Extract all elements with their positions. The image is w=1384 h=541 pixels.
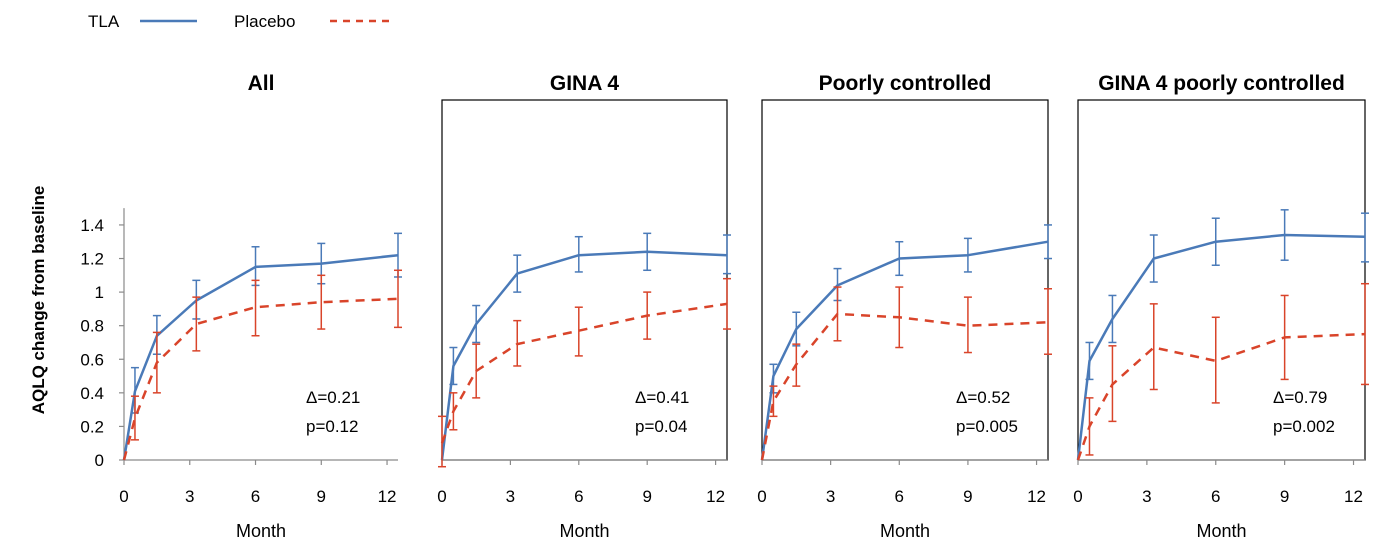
- series-line-placebo: [760, 312, 1049, 461]
- error-bar-placebo: [723, 277, 731, 330]
- x-tick-label: 3: [506, 487, 515, 506]
- x-tick-label: 12: [1344, 487, 1363, 506]
- y-tick-label: 1: [95, 283, 104, 302]
- legend-label-placebo: Placebo: [234, 12, 295, 31]
- p-value-annotation: p=0.005: [956, 417, 1018, 436]
- x-tick-label: 0: [119, 487, 128, 506]
- error-bar-placebo: [130, 395, 139, 441]
- error-bar-placebo: [1361, 282, 1369, 386]
- error-bar-tla: [1361, 212, 1369, 263]
- x-axis-label: Month: [236, 521, 286, 541]
- error-bar-placebo: [192, 296, 201, 352]
- y-tick-label: 0.2: [80, 417, 104, 436]
- y-axis-label: AQLQ change from baseline: [29, 186, 48, 415]
- chart-panel-4: GINA 4 poorly controlled 0 3 6 9 12 Month Δ=0.7…: [1073, 72, 1369, 541]
- x-tick-label: 12: [378, 487, 397, 506]
- p-value-annotation: p=0.002: [1273, 417, 1335, 436]
- x-tick-label: 0: [757, 487, 766, 506]
- x-tick-label: 3: [185, 487, 194, 506]
- x-axis-label: Month: [880, 521, 930, 541]
- error-bar-placebo: [1211, 316, 1220, 404]
- chart-panel-3: Poorly controlled 0 3 6 9 12 Month Δ=0.52 p=0.00…: [757, 72, 1052, 541]
- legend: TLA Placebo: [88, 12, 392, 31]
- panels: All 0 0.2 0.4 0.6 0.8 1 1.2 1.4 0 3 6 9 12 Month Δ=0.21…: [80, 72, 1369, 541]
- delta-annotation: Δ=0.21: [306, 388, 360, 407]
- error-bar-placebo: [251, 279, 260, 337]
- error-bar-placebo: [317, 274, 326, 330]
- chart-panel-1: All 0 0.2 0.4 0.6 0.8 1 1.2 1.4 0 3 6 9 12 Month Δ=0.21…: [80, 72, 402, 541]
- x-tick-label: 6: [251, 487, 260, 506]
- error-bar-placebo: [1149, 303, 1158, 391]
- series-line-tla: [1076, 233, 1366, 461]
- x-axis-label: Month: [1196, 521, 1246, 541]
- x-tick-label: 3: [826, 487, 835, 506]
- delta-annotation: Δ=0.79: [1273, 388, 1327, 407]
- y-tick-label: 0: [95, 451, 104, 470]
- legend-label-tla: TLA: [88, 12, 120, 31]
- error-bar-placebo: [394, 269, 402, 329]
- error-bar-placebo: [1044, 287, 1052, 355]
- delta-annotation: Δ=0.41: [635, 388, 689, 407]
- chart-panel-2: GINA 4 0 3 6 9 12 Month Δ=0.41 p=0.04: [437, 72, 731, 541]
- x-tick-label: 9: [317, 487, 326, 506]
- error-bar-placebo: [963, 296, 972, 354]
- y-tick-label: 0.8: [80, 317, 104, 336]
- x-axis-label: Month: [559, 521, 609, 541]
- x-tick-label: 0: [1073, 487, 1082, 506]
- chart-title: All: [248, 72, 275, 95]
- y-tick-label: 0.4: [80, 384, 104, 403]
- x-tick-label: 9: [642, 487, 651, 506]
- y-tick-label: 0.6: [80, 350, 104, 369]
- delta-annotation: Δ=0.52: [956, 388, 1010, 407]
- x-tick-label: 12: [1027, 487, 1046, 506]
- x-tick-label: 6: [1211, 487, 1220, 506]
- y-tick-label: 1.2: [80, 250, 104, 269]
- x-tick-label: 6: [574, 487, 583, 506]
- series-line-tla: [760, 240, 1049, 461]
- error-bar-placebo: [769, 385, 778, 418]
- x-tick-label: 3: [1142, 487, 1151, 506]
- chart-title: Poorly controlled: [819, 72, 992, 95]
- x-tick-label: 6: [895, 487, 904, 506]
- series-line-tla: [440, 250, 728, 461]
- p-value-annotation: p=0.04: [635, 417, 687, 436]
- x-tick-label: 9: [963, 487, 972, 506]
- chart-title: GINA 4 poorly controlled: [1098, 72, 1345, 95]
- chart-title: GINA 4: [550, 72, 620, 95]
- x-tick-label: 12: [706, 487, 725, 506]
- y-tick-label: 1.4: [80, 216, 104, 235]
- series-line-placebo: [440, 302, 728, 444]
- x-tick-label: 0: [437, 487, 446, 506]
- p-value-annotation: p=0.12: [306, 417, 358, 436]
- x-tick-label: 9: [1280, 487, 1289, 506]
- series-line-placebo: [1076, 332, 1366, 461]
